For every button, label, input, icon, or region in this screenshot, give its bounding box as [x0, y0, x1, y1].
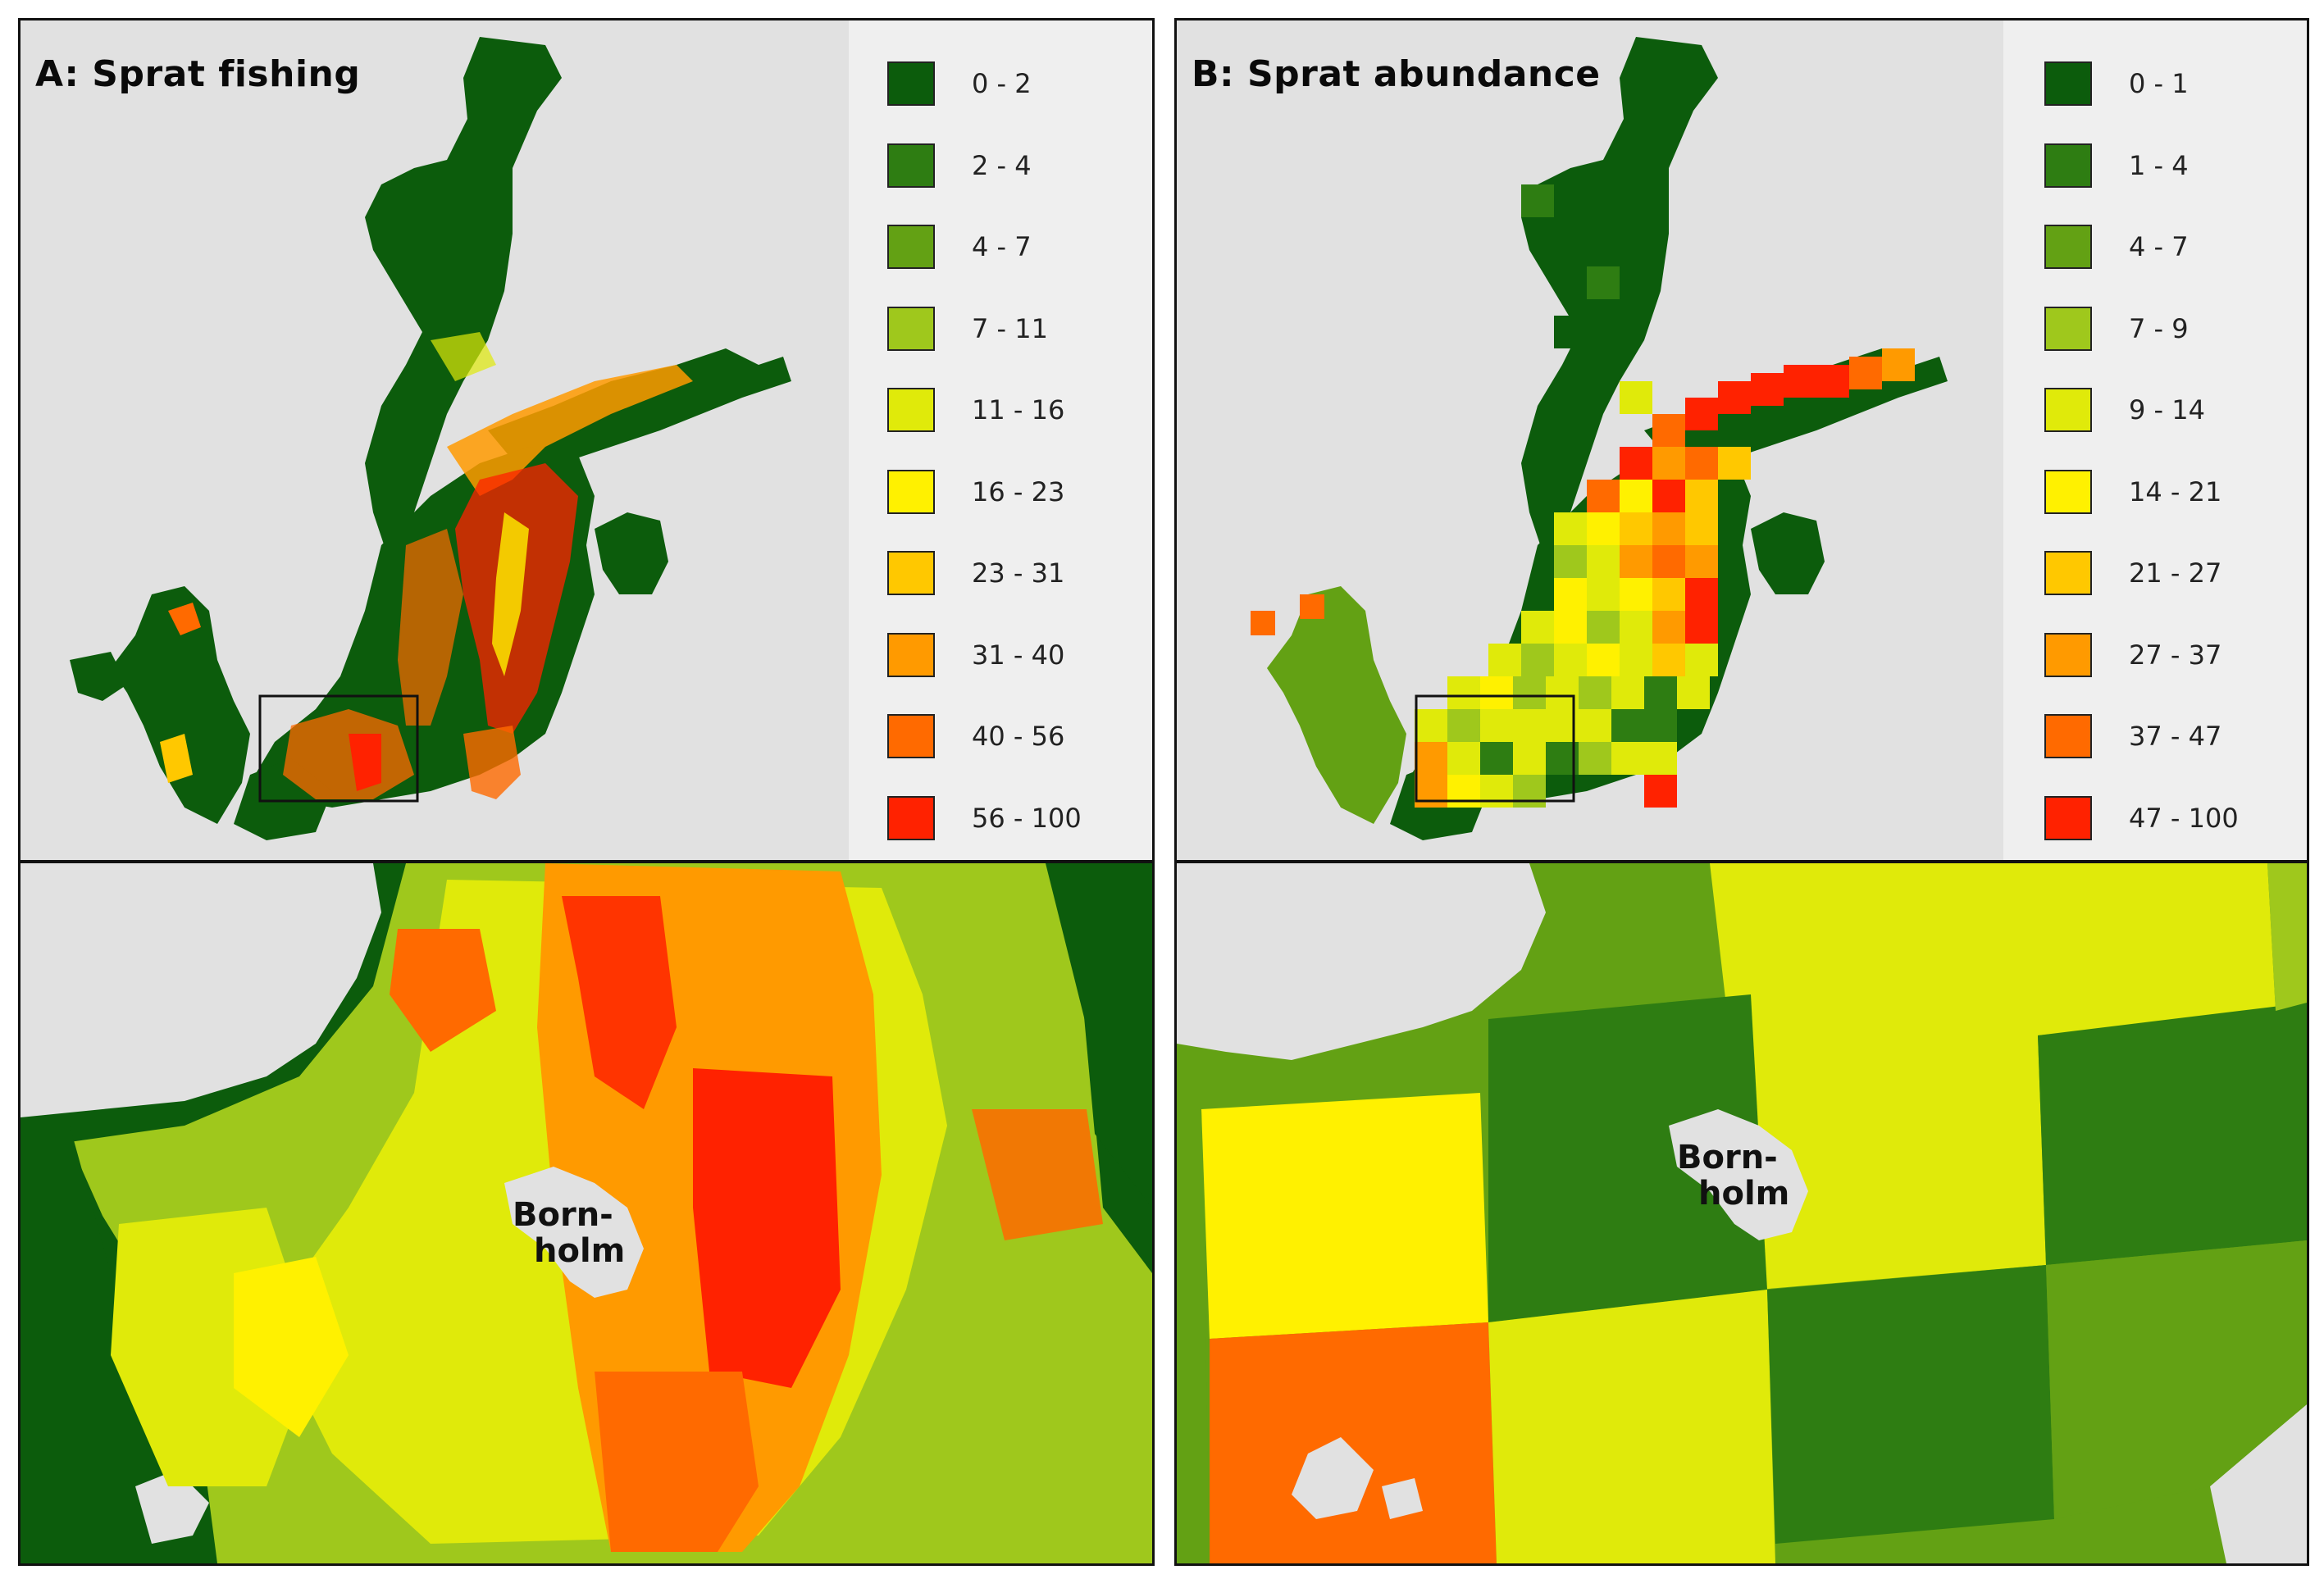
land-north-west: [21, 863, 381, 1117]
legend-item: 27 - 37: [2044, 632, 2290, 680]
legend-item: 31 - 40: [887, 632, 1133, 680]
legend-item: 4 - 7: [2044, 225, 2290, 272]
legend-item: 4 - 7: [887, 225, 1133, 272]
legend-swatch: [887, 632, 935, 677]
legend-label: 7 - 11: [972, 312, 1048, 344]
legend-swatch: [887, 143, 935, 188]
zoom-extent-box: [258, 694, 419, 803]
legend-swatch: [2044, 306, 2092, 351]
legend-item: 0 - 2: [887, 61, 1133, 109]
grid-cell: [1201, 1093, 1488, 1339]
land-north-west: [1177, 863, 1546, 1060]
legend-item: 7 - 9: [2044, 306, 2290, 354]
legend-item: 16 - 23: [887, 469, 1133, 517]
legend-swatch: [2044, 388, 2092, 432]
legend-swatch: [887, 795, 935, 840]
legend-swatch: [887, 551, 935, 595]
legend-item: 14 - 21: [2044, 469, 2290, 517]
legend-label: 1 - 4: [2129, 149, 2189, 181]
grid-cell: [1767, 1265, 2054, 1544]
legend-swatch: [887, 388, 935, 432]
legend-swatch: [887, 61, 935, 106]
grid-cell: [2038, 1003, 2307, 1265]
legend-label: 4 - 7: [2129, 231, 2189, 262]
grid-cell: [1488, 1290, 1775, 1563]
legend-swatch: [2044, 143, 2092, 188]
legend-label: 9 - 14: [2129, 394, 2205, 425]
legend-swatch: [2044, 632, 2092, 677]
legend-label: 4 - 7: [972, 231, 1032, 262]
legend-label: 11 - 16: [972, 394, 1065, 425]
legend-swatch: [887, 714, 935, 758]
bornholm-label-line2: holm: [1698, 1175, 1789, 1213]
legend-label: 7 - 9: [2129, 312, 2189, 344]
legend-label: 14 - 21: [2129, 475, 2222, 507]
legend-item: 11 - 16: [887, 388, 1133, 435]
legend-swatch: [2044, 469, 2092, 514]
panel-a-zoom-map: Born- holm: [18, 861, 1155, 1566]
legend-item: 21 - 27: [2044, 551, 2290, 598]
legend-label: 2 - 4: [972, 149, 1032, 181]
legend-item: 9 - 14: [2044, 388, 2290, 435]
panel-a-overview-map: A: Sprat fishing 0 - 2 2 - 4 4 - 7 7 - 11 11…: [18, 18, 1155, 862]
bornholm-island: [504, 1167, 644, 1298]
legend-item: 7 - 11: [887, 306, 1133, 354]
bornholm-label-line1: Born-: [513, 1196, 613, 1234]
legend-label: 16 - 23: [972, 475, 1065, 507]
bornholm-zoom-abundance: Born- holm: [1177, 863, 2307, 1563]
legend-swatch: [887, 225, 935, 269]
grid-cell: [1710, 863, 2276, 1290]
bornholm-island: [1669, 1109, 1808, 1240]
panel-b-overview-map: B: Sprat abundance 0 - 1 1 - 4 4 - 7 7 - 9 9…: [1174, 18, 2309, 862]
legend-swatch: [2044, 61, 2092, 106]
legend-item: 2 - 4: [887, 143, 1133, 191]
grid-cell: [1488, 994, 1767, 1322]
legend-label: 40 - 56: [972, 721, 1065, 752]
legend-swatch: [887, 306, 935, 351]
zoom-extent-box: [1415, 694, 1575, 803]
panel-a-title: A: Sprat fishing: [35, 53, 361, 95]
bornholm-label-line2: holm: [534, 1232, 625, 1270]
legend-label: 21 - 27: [2129, 557, 2222, 589]
legend-item: 23 - 31: [887, 551, 1133, 598]
legend-label: 0 - 1: [2129, 68, 2189, 99]
fishing-hotspots: [160, 332, 693, 799]
legend-swatch: [2044, 225, 2092, 269]
legend-label: 47 - 100: [2129, 802, 2239, 834]
legend-swatch: [2044, 714, 2092, 758]
legend-item: 1 - 4: [2044, 143, 2290, 191]
legend-label: 27 - 37: [2129, 639, 2222, 671]
legend-item: 0 - 1: [2044, 61, 2290, 109]
baltic-sea-map-abundance: [1251, 37, 1948, 840]
legend-label: 56 - 100: [972, 802, 1082, 834]
abundance-grid: [1251, 184, 1915, 808]
panel-b-title: B: Sprat abundance: [1192, 53, 1601, 95]
panel-b-zoom-map: Born- holm: [1174, 861, 2309, 1566]
legend-swatch: [887, 469, 935, 514]
legend-label: 37 - 47: [2129, 721, 2222, 752]
legend-label: 23 - 31: [972, 557, 1065, 589]
legend-item: 56 - 100: [887, 795, 1133, 844]
bornholm-label-line1: Born-: [1677, 1139, 1778, 1176]
legend-label: 31 - 40: [972, 639, 1065, 671]
grid-cell: [2046, 1240, 2307, 1519]
legend-swatch: [2044, 551, 2092, 595]
legend-label: 0 - 2: [972, 68, 1032, 99]
legend-item: 40 - 56: [887, 714, 1133, 762]
baltic-sea-map-fishing: [70, 37, 791, 840]
grid-cell: [1210, 1322, 1497, 1563]
legend-swatch: [2044, 795, 2092, 840]
legend-item: 37 - 47: [2044, 714, 2290, 762]
legend-item: 47 - 100: [2044, 795, 2290, 844]
bornholm-zoom-fishing: Born- holm: [21, 863, 1152, 1563]
